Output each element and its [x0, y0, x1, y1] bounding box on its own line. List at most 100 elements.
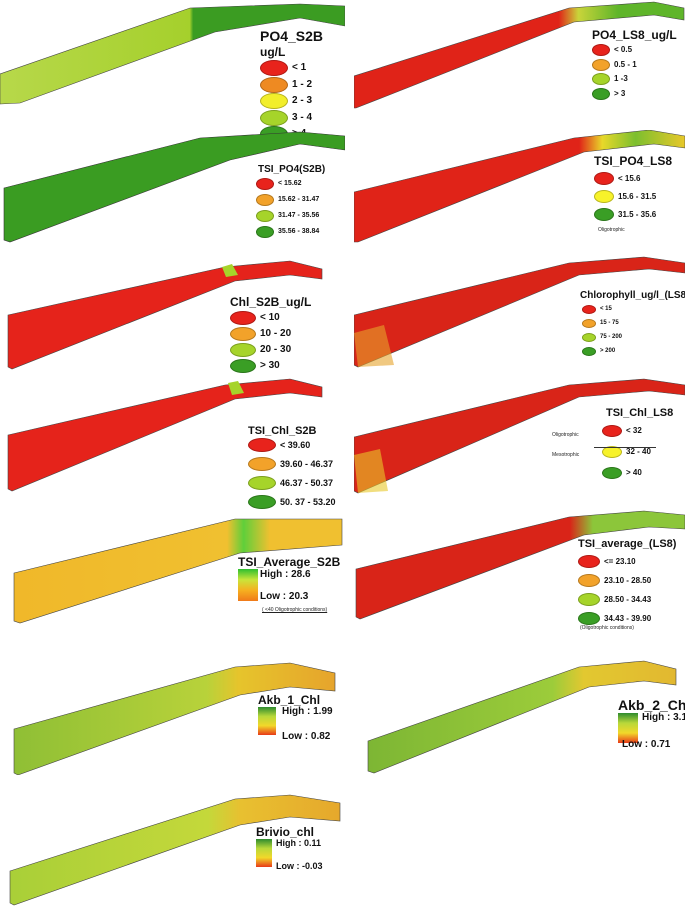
legend-swatch [256, 194, 274, 206]
river-map [7, 378, 323, 492]
legend-swatch [256, 210, 274, 222]
panel-tsi-chl-s2b: TSI_Chl_S2B < 39.60 39.60 - 46.37 46.37 - … [0, 375, 345, 509]
legend-swatch [248, 495, 276, 509]
legend-swatch [582, 319, 596, 328]
legend-swatch [230, 343, 256, 357]
legend-label: 31.47 - 35.56 [278, 211, 320, 219]
panel-tsi-avg-ls8: TSI_average_(LS8) <= 23.10 23.10 - 28.50 2… [354, 505, 685, 635]
legend-swatch [578, 612, 600, 625]
trophic-label-mesotrophic: Mesotrophic [552, 452, 580, 458]
panel-tsi-chl-ls8: TSI_Chl_LS8 Oligotrophic Mesotrophic < 3… [354, 375, 685, 505]
legend-low: Low : -0.03 [276, 861, 323, 871]
river-map [0, 3, 345, 105]
color-ramp [618, 713, 638, 743]
legend-high: High : 1.99 [282, 706, 333, 717]
legend-label: < 1 [292, 62, 307, 73]
panel-akb1-chl: Akb_1_Chl High : 1.99 Low : 0.82 [0, 655, 345, 775]
legend-swatch [260, 76, 288, 93]
legend-swatch [256, 178, 274, 190]
legend-swatch [260, 60, 288, 76]
legend-label: < 39.60 [280, 439, 311, 450]
river-map [3, 131, 345, 243]
legend-label: 34.43 - 39.90 [604, 613, 652, 623]
legend-note: Oligotrophic [598, 227, 625, 233]
map-title: PO4_LS8_ug/L [592, 28, 677, 42]
legend-label: < 15 [600, 305, 612, 312]
legend-label: 39.60 - 46.37 [280, 458, 334, 469]
color-ramp [258, 707, 276, 735]
legend-swatch [256, 226, 274, 238]
legend-label: > 200 [600, 347, 616, 354]
legend-swatch [592, 87, 610, 100]
river-map [9, 794, 341, 906]
map-title: TSI_PO4(S2B) [258, 164, 326, 175]
legend-label: > 30 [260, 360, 280, 371]
legend-label: > 40 [626, 468, 642, 477]
legend-label: 23.10 - 28.50 [604, 575, 652, 585]
panel-tsi-avg-s2b: TSI_Average_S2B High : 28.6 Low : 20.3 (… [0, 505, 345, 635]
legend-label: 0.5 - 1 [614, 59, 637, 69]
panel-po4-s2b: PO4_S2B ug/L < 11 - 22 - 33 - 4> 4 [0, 0, 345, 142]
legend-label: 20 - 30 [260, 344, 292, 355]
legend-label: 75 - 200 [600, 333, 623, 340]
legend-swatch [602, 446, 622, 458]
map-title: TSI_Average_S2B [238, 555, 341, 569]
legend-swatch [248, 457, 276, 471]
legend-label: 1 -3 [614, 74, 628, 83]
river-map [13, 662, 336, 775]
legend-swatch [248, 476, 276, 490]
color-ramp [256, 839, 272, 867]
legend-label: 15.62 - 31.47 [278, 195, 320, 203]
legend-swatch [230, 311, 256, 325]
trophic-label-oligotrophic: Oligotrophic [552, 432, 579, 438]
river-map [354, 1, 685, 109]
legend-swatch [260, 93, 288, 109]
panel-po4-ls8: PO4_LS8_ug/L < 0.5 0.5 - 1 1 -3 > 3 [354, 0, 685, 130]
legend-label: 15 - 75 [600, 319, 619, 326]
legend-label: 1 - 2 [292, 78, 313, 90]
legend-label: 28.50 - 34.43 [604, 594, 652, 604]
color-ramp [238, 569, 258, 601]
legend-note: (Oligotrophic conditions) [580, 625, 634, 631]
legend-label: < 10 [260, 312, 280, 323]
legend-divider [594, 447, 656, 448]
legend-label: 10 - 20 [260, 328, 292, 339]
legend-swatch [248, 438, 276, 452]
legend-label: 46.37 - 50.37 [280, 477, 334, 488]
legend-label: 15.6 - 31.5 [618, 191, 657, 201]
legend-label: 32 - 40 [626, 447, 651, 456]
legend-swatch [578, 555, 600, 568]
river-map [354, 130, 685, 243]
legend-swatch [592, 58, 610, 71]
legend-low: Low : 20.3 [260, 591, 309, 602]
map-title: TSI_Chl_LS8 [606, 407, 674, 419]
panel-chl-s2b: Chl_S2B_ug/L < 10 10 - 20 20 - 30 > 30 [0, 255, 345, 375]
river-map [13, 518, 343, 624]
legend-label: <= 23.10 [604, 556, 636, 566]
legend-label: < 0.5 [614, 45, 633, 54]
legend-swatch [602, 425, 622, 437]
map-title: Akb_2_Chl [618, 697, 685, 713]
legend-low: Low : 0.71 [622, 739, 671, 750]
legend-label: 35.56 - 38.84 [278, 227, 320, 235]
panel-tsi-po4-ls8: TSI_PO4_LS8 < 15.6 15.6 - 31.5 31.5 - 35.6… [354, 130, 685, 255]
river-map [355, 510, 685, 620]
panel-brivio-chl: Brivio_chl High : 0.11 Low : -0.03 [0, 775, 345, 908]
legend-swatch [592, 73, 610, 85]
river-map [354, 378, 685, 494]
map-title: Chlorophyll_ug/l_(LS8) [580, 290, 685, 301]
legend-swatch [578, 593, 600, 606]
legend-low: Low : 0.82 [282, 731, 331, 742]
legend-swatch [594, 190, 614, 203]
river-map [354, 256, 685, 368]
panel-akb2-chl: Akb_2_Chl High : 3.13 Low : 0.71 [354, 655, 685, 775]
legend-swatch [578, 574, 600, 587]
legend-swatch [230, 327, 256, 341]
legend-swatch [582, 333, 596, 342]
legend-label: < 32 [626, 426, 642, 435]
legend-label: > 3 [614, 88, 626, 98]
legend-swatch [592, 44, 610, 56]
legend-swatch [594, 208, 614, 221]
river-map [7, 260, 323, 370]
legend-high: High : 3.13 [642, 712, 685, 723]
